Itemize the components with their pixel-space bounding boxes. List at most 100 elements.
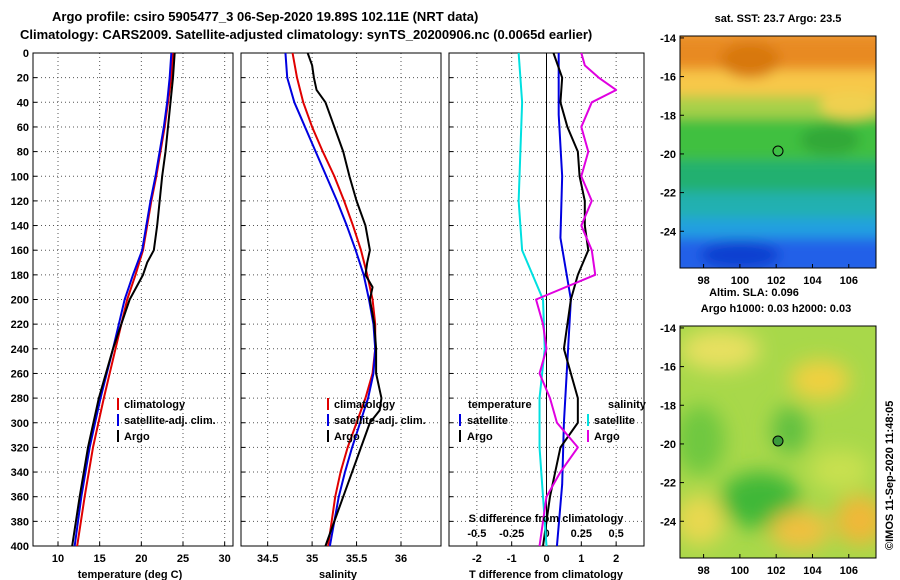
series-line — [535, 52, 618, 547]
x-tick-label: 35 — [306, 553, 318, 565]
x-tick-label: 25 — [177, 553, 189, 565]
s-tick-label: 0.5 — [608, 528, 623, 540]
sst-map-frame — [679, 35, 877, 269]
s-tick-label: 0.25 — [571, 528, 592, 540]
legend-title-salinity: salinity — [608, 399, 647, 411]
y-tick-label: 380 — [11, 516, 29, 528]
x-tick-label: 2 — [613, 553, 619, 565]
x-tick-label: -2 — [472, 553, 482, 565]
y-tick-label: 40 — [17, 97, 29, 109]
legend-label-temp-argo: Argo — [467, 431, 493, 443]
map-y-tick-label: -22 — [660, 188, 676, 200]
y-tick-label: 200 — [11, 295, 29, 307]
salinity-xlabel: salinity — [319, 569, 358, 580]
map-y-tick-label: -20 — [660, 439, 676, 451]
header-line2: Climatology: CARS2009. Satellite-adjuste… — [20, 27, 592, 42]
x-tick-label: 20 — [135, 553, 147, 565]
y-tick-label: 160 — [11, 245, 29, 257]
y-tick-label: 280 — [11, 393, 29, 405]
series-line — [517, 52, 548, 547]
sla-map-title2: Argo h1000: 0.03 h2000: 0.03 — [701, 303, 851, 315]
x-tick-label: -1 — [507, 553, 517, 565]
difference-xlabel: T difference from climatology — [469, 569, 624, 580]
map-y-tick-label: -16 — [660, 72, 676, 84]
temperature-xlabel: temperature (deg C) — [78, 569, 183, 580]
y-tick-label: 320 — [11, 442, 29, 454]
x-tick-label: 36 — [395, 553, 407, 565]
x-tick-label: 34.5 — [257, 553, 278, 565]
legend-label-satellite: satellite-adj. clim. — [334, 415, 426, 427]
x-tick-label: 30 — [219, 553, 231, 565]
s-tick-label: -0.25 — [499, 528, 524, 540]
map-y-tick-label: -22 — [660, 478, 676, 490]
y-tick-label: 220 — [11, 319, 29, 331]
x-tick-label: 0 — [543, 553, 549, 565]
sst-map-ticks: 98 100 102 104 106 -14 -16 -18 -20 -22 -24 — [660, 33, 858, 287]
y-tick-label: 240 — [11, 344, 29, 356]
series-line — [291, 52, 377, 547]
difference-legend: temperature satellite Argo salinity sate… — [459, 399, 647, 525]
map-y-tick-label: -18 — [660, 110, 676, 122]
map-x-tick-label: 98 — [697, 565, 709, 577]
series-line — [555, 53, 572, 547]
map-x-tick-label: 104 — [803, 275, 822, 287]
y-tick-label: 360 — [11, 492, 29, 504]
sst-map — [680, 36, 876, 268]
y-tick-label: 120 — [11, 196, 29, 208]
legend-label-sal-satellite: satellite — [594, 415, 635, 427]
map-x-tick-label: 100 — [731, 275, 749, 287]
map-y-tick-label: -20 — [660, 149, 676, 161]
y-tick-label: 80 — [17, 147, 29, 159]
legend-label-temp-satellite: satellite — [467, 415, 508, 427]
map-y-tick-label: -24 — [660, 226, 677, 238]
legend-label-argo: Argo — [334, 431, 360, 443]
legend-label-climatology: climatology — [334, 399, 396, 411]
y-tick-label: 20 — [17, 73, 29, 85]
y-tick-label: 300 — [11, 418, 29, 430]
map-y-tick-label: -14 — [660, 33, 677, 45]
x-tick-label: 1 — [578, 553, 584, 565]
y-tick-label: 180 — [11, 270, 29, 282]
map-x-tick-label: 104 — [803, 565, 822, 577]
legend-label-sal-argo: Argo — [594, 431, 620, 443]
series-line — [306, 52, 383, 547]
sla-map-ticks: 98 100 102 104 106 -14 -16 -18 -20 -22 -24 — [660, 323, 858, 577]
map-x-tick-label: 100 — [731, 565, 749, 577]
legend-label-satellite: satellite-adj. clim. — [124, 415, 216, 427]
sla-map-frame — [679, 325, 877, 559]
salinity-legend: climatology satellite-adj. clim. Argo — [327, 398, 426, 443]
y-tick-label: 0 — [23, 48, 29, 60]
header-line1: Argo profile: csiro 5905477_3 06-Sep-202… — [52, 9, 478, 24]
y-tick-label: 140 — [11, 221, 29, 233]
y-tick-label: 260 — [11, 368, 29, 380]
s-difference-label: S difference from climatology — [469, 513, 625, 525]
salinity-panel: 34.5 35 35.5 36 — [240, 52, 442, 565]
argo-location-marker — [772, 435, 784, 447]
y-tick-label: 340 — [11, 467, 29, 479]
y-tick-label: 400 — [11, 541, 29, 553]
x-tick-label: 15 — [94, 553, 106, 565]
s-tick-label: -0.5 — [467, 528, 486, 540]
temperature-legend: climatology satellite-adj. clim. Argo — [117, 398, 216, 443]
sst-map-title: sat. SST: 23.7 Argo: 23.5 — [715, 13, 842, 25]
map-x-tick-label: 106 — [840, 565, 858, 577]
y-tick-label: 60 — [17, 122, 29, 134]
temperature-panel: 0 20 40 60 80 100 120 140 160 180 200 220 240 260 280 3… — [11, 48, 234, 565]
legend-label-argo: Argo — [124, 431, 150, 443]
sla-map — [680, 326, 876, 558]
map-y-tick-label: -14 — [660, 323, 677, 335]
x-tick-label: 10 — [52, 553, 64, 565]
series-line — [73, 52, 173, 547]
sla-map-title1: Altim. SLA: 0.096 — [709, 287, 799, 299]
map-y-tick-label: -16 — [660, 362, 676, 374]
map-x-tick-label: 106 — [840, 275, 858, 287]
map-x-tick-label: 98 — [697, 275, 709, 287]
y-tick-label: 100 — [11, 171, 29, 183]
legend-title-temperature: temperature — [468, 399, 532, 411]
legend-label-climatology: climatology — [124, 399, 186, 411]
series-line — [542, 52, 590, 547]
map-x-tick-label: 102 — [767, 275, 785, 287]
imos-credit: ©IMOS 11-Sep-2020 11:48:05 — [884, 401, 896, 550]
